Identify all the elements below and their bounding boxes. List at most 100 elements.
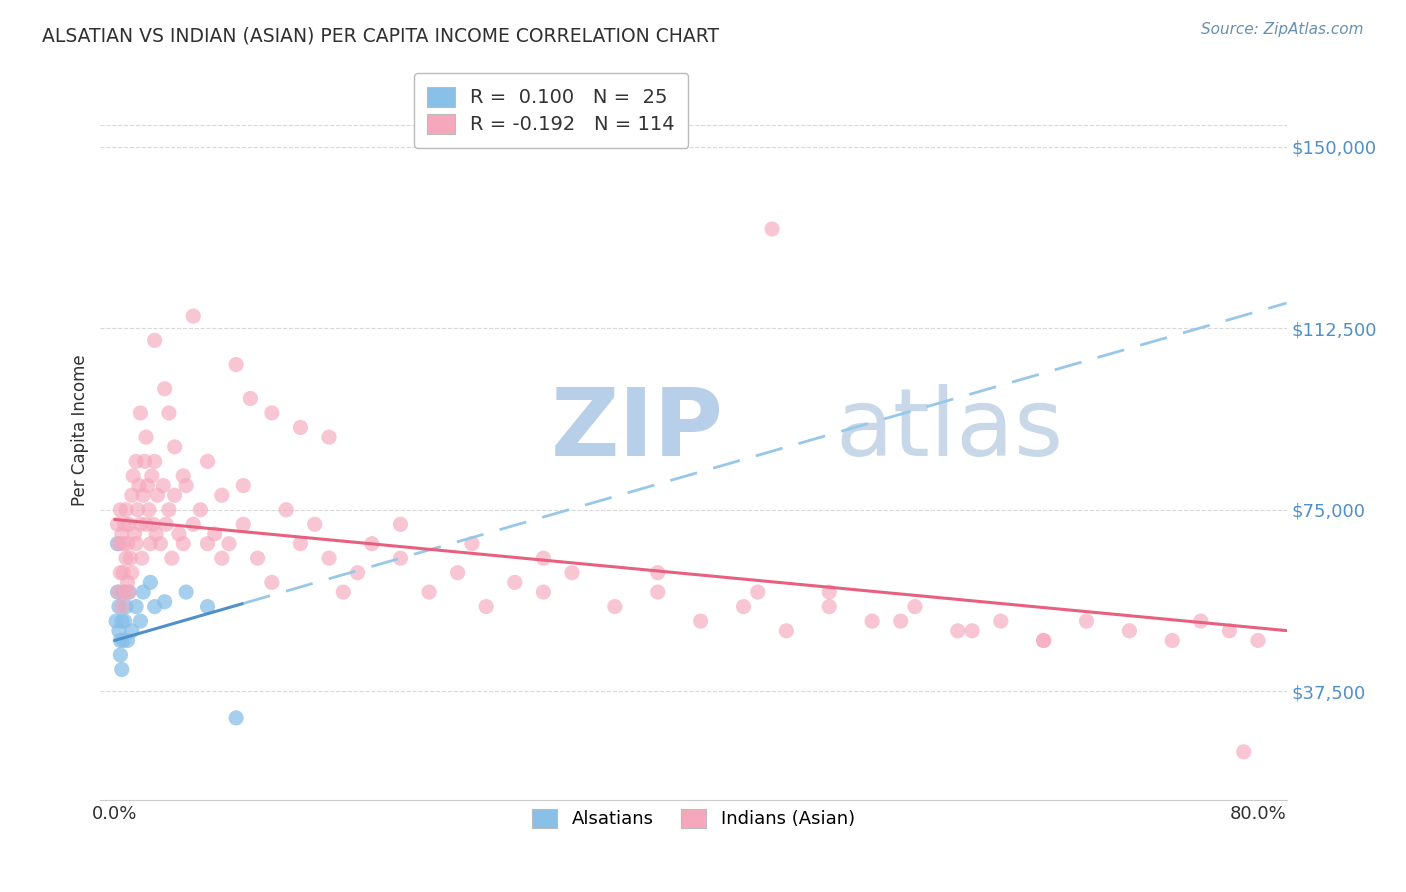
Point	[142, 517, 165, 532]
Point	[1218, 624, 1240, 638]
Point	[117, 633, 139, 648]
Point	[107, 517, 129, 532]
Point	[110, 566, 132, 580]
Point	[990, 614, 1012, 628]
Point	[761, 222, 783, 236]
Point	[890, 614, 912, 628]
Point	[111, 527, 134, 541]
Point	[152, 478, 174, 492]
Point	[131, 551, 153, 566]
Point	[121, 566, 143, 580]
Point	[190, 503, 212, 517]
Point	[108, 599, 131, 614]
Point	[475, 599, 498, 614]
Point	[603, 599, 626, 614]
Point	[132, 488, 155, 502]
Point	[163, 488, 186, 502]
Point	[232, 478, 254, 492]
Point	[1076, 614, 1098, 628]
Point	[138, 503, 160, 517]
Point	[125, 599, 148, 614]
Point	[747, 585, 769, 599]
Point	[118, 585, 141, 599]
Point	[361, 536, 384, 550]
Point	[141, 469, 163, 483]
Point	[145, 527, 167, 541]
Point	[561, 566, 583, 580]
Text: ZIP: ZIP	[551, 384, 724, 476]
Point	[389, 517, 412, 532]
Point	[225, 358, 247, 372]
Point	[121, 624, 143, 638]
Point	[135, 517, 157, 532]
Point	[290, 420, 312, 434]
Point	[153, 382, 176, 396]
Point	[125, 536, 148, 550]
Point	[531, 585, 554, 599]
Legend: Alsatians, Indians (Asian): Alsatians, Indians (Asian)	[524, 802, 862, 836]
Point	[118, 585, 141, 599]
Point	[122, 469, 145, 483]
Point	[232, 517, 254, 532]
Point	[461, 536, 484, 550]
Point	[1161, 633, 1184, 648]
Point	[136, 478, 159, 492]
Text: Source: ZipAtlas.com: Source: ZipAtlas.com	[1201, 22, 1364, 37]
Point	[149, 536, 172, 550]
Text: atlas: atlas	[835, 384, 1064, 476]
Point	[204, 527, 226, 541]
Point	[108, 585, 131, 599]
Point	[111, 614, 134, 628]
Point	[139, 575, 162, 590]
Point	[174, 478, 197, 492]
Point	[121, 488, 143, 502]
Point	[197, 599, 219, 614]
Point	[139, 536, 162, 550]
Point	[389, 551, 412, 566]
Point	[346, 566, 368, 580]
Point	[114, 585, 136, 599]
Y-axis label: Per Capita Income: Per Capita Income	[72, 354, 89, 506]
Point	[960, 624, 983, 638]
Point	[197, 536, 219, 550]
Point	[112, 585, 135, 599]
Point	[211, 488, 233, 502]
Point	[112, 536, 135, 550]
Point	[181, 309, 204, 323]
Point	[107, 536, 129, 550]
Point	[129, 406, 152, 420]
Point	[157, 406, 180, 420]
Point	[211, 551, 233, 566]
Point	[318, 551, 340, 566]
Point	[260, 406, 283, 420]
Point	[114, 517, 136, 532]
Point	[115, 503, 138, 517]
Point	[172, 536, 194, 550]
Point	[163, 440, 186, 454]
Point	[904, 599, 927, 614]
Point	[1118, 624, 1140, 638]
Point	[120, 551, 142, 566]
Point	[246, 551, 269, 566]
Point	[1247, 633, 1270, 648]
Point	[153, 595, 176, 609]
Point	[111, 663, 134, 677]
Text: ALSATIAN VS INDIAN (ASIAN) PER CAPITA INCOME CORRELATION CHART: ALSATIAN VS INDIAN (ASIAN) PER CAPITA IN…	[42, 27, 720, 45]
Point	[110, 633, 132, 648]
Point	[105, 614, 128, 628]
Point	[503, 575, 526, 590]
Point	[160, 551, 183, 566]
Point	[172, 469, 194, 483]
Point	[531, 551, 554, 566]
Point	[117, 575, 139, 590]
Point	[107, 585, 129, 599]
Point	[197, 454, 219, 468]
Point	[110, 503, 132, 517]
Point	[110, 648, 132, 662]
Point	[128, 478, 150, 492]
Point	[127, 503, 149, 517]
Point	[157, 503, 180, 517]
Point	[218, 536, 240, 550]
Point	[818, 585, 841, 599]
Point	[167, 527, 190, 541]
